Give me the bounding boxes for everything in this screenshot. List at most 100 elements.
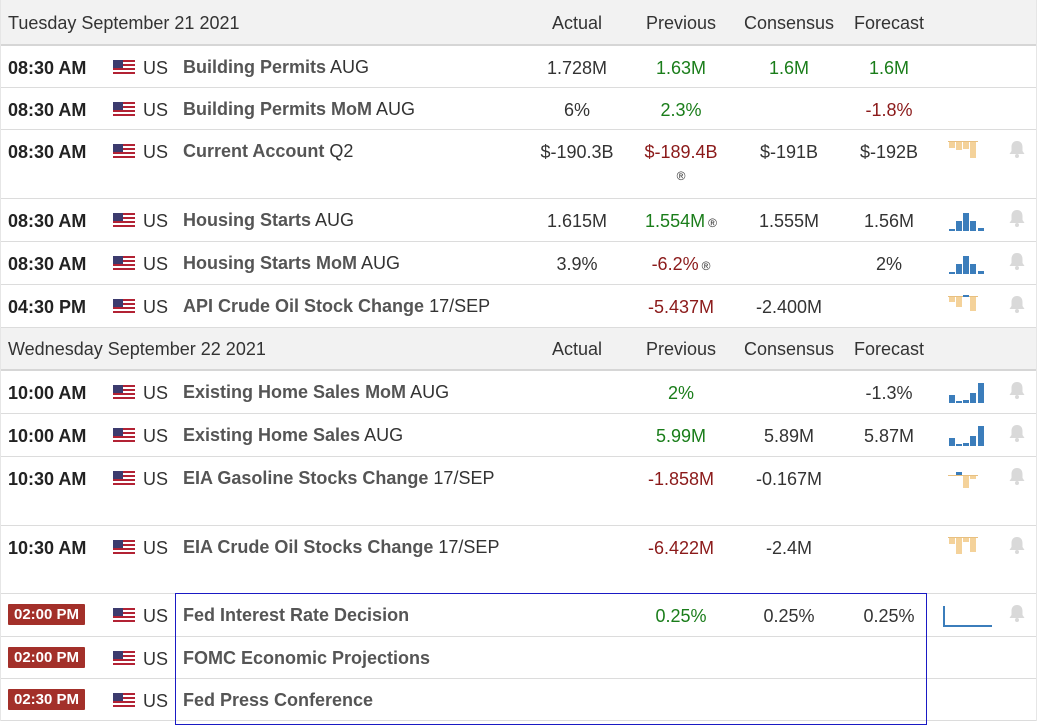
col-actual-header: Actual	[551, 339, 603, 359]
consensus-value: -2.400M	[755, 297, 823, 317]
event-row[interactable]: 02:00 PM US FOMC Economic Projections	[1, 637, 1036, 679]
event-country: US	[143, 254, 169, 274]
event-row[interactable]: 02:30 PM US Fed Press Conference	[1, 679, 1036, 721]
forecast-value: 1.6M	[868, 58, 910, 78]
mini-bar-chart-icon[interactable]	[942, 424, 988, 448]
event-name-link[interactable]: Housing Starts AUG	[183, 207, 513, 234]
event-row[interactable]: 02:00 PM US Fed Interest Rate Decision 0…	[1, 594, 1036, 637]
col-forecast-header: Forecast	[853, 339, 925, 359]
event-country: US	[143, 297, 169, 317]
event-time: 10:00 AM	[8, 383, 87, 403]
event-row[interactable]: 10:30 AM US EIA Gasoline Stocks Change 1…	[1, 457, 1036, 526]
event-row[interactable]: 08:30 AM US Housing Starts MoM AUG 3.9% …	[1, 242, 1036, 285]
actual-value: 3.9%	[556, 254, 598, 274]
previous-value: 5.99M	[655, 426, 707, 446]
event-row[interactable]: 08:30 AM US Building Permits MoM AUG 6% …	[1, 88, 1036, 130]
event-name-link[interactable]: EIA Gasoline Stocks Change 17/SEP	[183, 465, 513, 492]
mini-bar-chart-icon[interactable]	[942, 381, 988, 405]
event-name-link[interactable]: Fed Interest Rate Decision	[183, 602, 513, 629]
event-name-link[interactable]: API Crude Oil Stock Change 17/SEP	[183, 293, 513, 320]
forecast-value: -1.3%	[865, 383, 913, 403]
bell-icon[interactable]	[1007, 208, 1027, 228]
bell-icon[interactable]	[1007, 535, 1027, 555]
event-time: 04:30 PM	[8, 297, 87, 317]
event-name-link[interactable]: FOMC Economic Projections	[183, 645, 513, 672]
event-time: 08:30 AM	[8, 142, 87, 162]
mini-bar-chart-icon[interactable]	[942, 295, 988, 319]
event-name-link[interactable]: Building Permits MoM AUG	[183, 96, 513, 123]
mini-bar-chart-icon[interactable]	[942, 209, 988, 233]
event-name: Building Permits	[183, 57, 327, 77]
consensus-value: 1.555M	[758, 211, 820, 231]
event-time: 08:30 AM	[8, 58, 87, 78]
event-row[interactable]: 04:30 PM US API Crude Oil Stock Change 1…	[1, 285, 1036, 328]
mini-bar-chart-icon[interactable]	[942, 467, 988, 491]
event-period: AUG	[315, 210, 355, 230]
event-name-link[interactable]: Fed Press Conference	[183, 687, 513, 714]
consensus-value: 1.6M	[768, 58, 810, 78]
us-flag-icon	[113, 608, 135, 622]
forecast-value: 1.56M	[863, 211, 915, 231]
bell-icon[interactable]	[1007, 294, 1027, 314]
event-name: Housing Starts	[183, 210, 312, 230]
event-name-link[interactable]: Existing Home Sales MoM AUG	[183, 379, 513, 406]
previous-value: 1.63M	[655, 58, 707, 78]
previous-amount: -6.2%	[651, 254, 699, 274]
event-country: US	[143, 606, 169, 626]
event-name-link[interactable]: EIA Crude Oil Stocks Change 17/SEP	[183, 534, 513, 561]
event-row[interactable]: 08:30 AM US Current Account Q2 $-190.3B …	[1, 130, 1036, 199]
event-row[interactable]: 10:00 AM US Existing Home Sales MoM AUG …	[1, 371, 1036, 414]
bell-icon[interactable]	[1007, 380, 1027, 400]
bell-icon[interactable]	[1007, 466, 1027, 486]
us-flag-icon	[113, 60, 135, 74]
event-country: US	[143, 58, 169, 78]
mini-bar-chart-icon[interactable]	[942, 140, 988, 164]
mini-bar-chart-icon[interactable]	[942, 536, 988, 560]
bell-icon[interactable]	[1007, 251, 1027, 271]
revised-icon[interactable]: ®	[701, 259, 711, 273]
revised-icon[interactable]: ®	[676, 169, 686, 183]
actual-value: 1.615M	[546, 211, 608, 231]
event-row[interactable]: 10:30 AM US EIA Crude Oil Stocks Change …	[1, 526, 1036, 594]
col-consensus-header: Consensus	[743, 339, 835, 359]
event-name-link[interactable]: Current Account Q2	[183, 138, 513, 165]
event-country: US	[143, 100, 169, 120]
event-name-link[interactable]: Building Permits AUG	[183, 54, 513, 81]
us-flag-icon	[113, 428, 135, 442]
revised-icon[interactable]: ®	[708, 216, 717, 230]
event-name: Existing Home Sales MoM	[183, 382, 407, 402]
event-row[interactable]: 10:00 AM US Existing Home Sales AUG 5.99…	[1, 414, 1036, 457]
bell-icon[interactable]	[1007, 423, 1027, 443]
event-period: 17/SEP	[433, 468, 495, 488]
col-previous-header: Previous	[645, 13, 717, 33]
event-name: Building Permits MoM	[183, 99, 372, 119]
us-flag-icon	[113, 471, 135, 485]
consensus-value: $-191B	[759, 142, 819, 162]
mini-bar-chart-icon[interactable]	[942, 252, 988, 276]
actual-value: 1.728M	[546, 58, 608, 78]
event-country: US	[143, 538, 169, 558]
event-time: 08:30 AM	[8, 254, 87, 274]
bell-icon[interactable]	[1007, 603, 1027, 623]
event-row[interactable]: 08:30 AM US Building Permits AUG 1.728M …	[1, 46, 1036, 88]
event-country: US	[143, 469, 169, 489]
event-row[interactable]: 08:30 AM US Housing Starts AUG 1.615M 1.…	[1, 199, 1036, 242]
col-actual-header: Actual	[551, 13, 603, 33]
col-forecast-header: Forecast	[853, 13, 925, 33]
event-time: 08:30 AM	[8, 100, 87, 120]
event-country: US	[143, 691, 169, 711]
us-flag-icon	[113, 102, 135, 116]
us-flag-icon	[113, 299, 135, 313]
mini-line-chart-icon[interactable]	[942, 604, 992, 628]
us-flag-icon	[113, 256, 135, 270]
bell-icon[interactable]	[1007, 139, 1027, 159]
day-header: Tuesday September 21 2021 Actual Previou…	[1, 0, 1036, 46]
day-date: Tuesday September 21 2021	[8, 13, 240, 33]
previous-value: 2%	[667, 383, 694, 403]
previous-amount: 1.554M	[645, 211, 706, 231]
previous-value: 0.25%	[655, 606, 707, 626]
consensus-value: -2.4M	[765, 538, 812, 558]
event-name-link[interactable]: Existing Home Sales AUG	[183, 422, 513, 449]
day-header: Wednesday September 22 2021 Actual Previ…	[1, 328, 1036, 371]
event-name-link[interactable]: Housing Starts MoM AUG	[183, 250, 513, 277]
